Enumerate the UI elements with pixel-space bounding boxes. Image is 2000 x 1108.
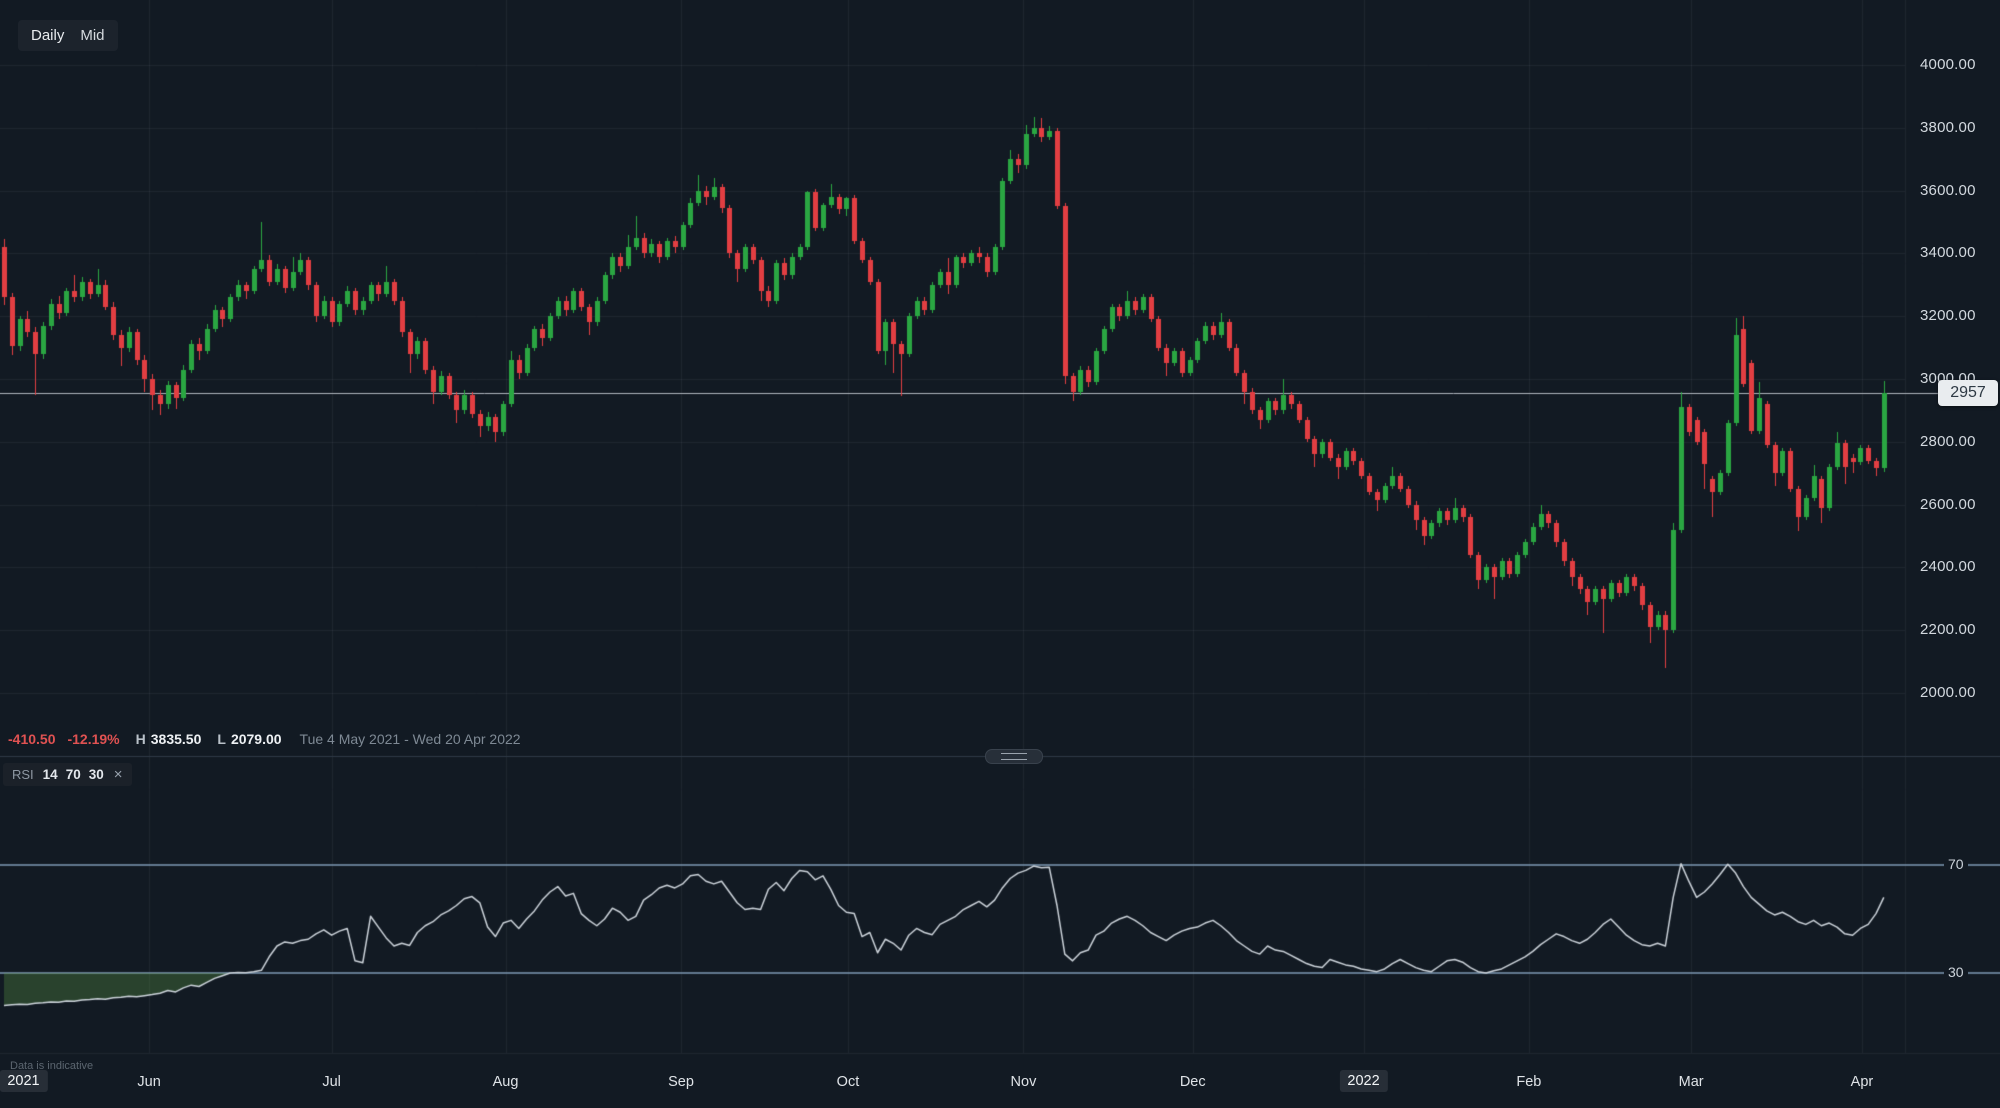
price-tick-label: 3200.00 — [1920, 307, 1976, 325]
rsi-oversold-label: 30 — [1944, 964, 1968, 980]
price-tick-label: 2000.00 — [1920, 684, 1976, 701]
rsi-param-value[interactable]: 70 — [65, 767, 81, 782]
date-range: Tue 4 May 2021 - Wed 20 Apr 2022 — [299, 731, 521, 747]
month-tick-label: Jun — [137, 1074, 161, 1090]
price-tick-label: 4000.00 — [1920, 56, 1976, 73]
grip-icon — [1001, 753, 1027, 760]
price-tick-label: 2400.00 — [1920, 558, 1976, 576]
year-tick-label: 2022 — [1339, 1070, 1388, 1092]
month-tick-label: Oct — [836, 1074, 860, 1090]
rsi-indicator-header: RSI 14 70 30 × — [3, 763, 132, 786]
low-label: L — [217, 731, 226, 747]
chart-toolbar: Daily Mid — [18, 20, 118, 51]
rsi-overbought-label: 70 — [1944, 856, 1968, 872]
price-tick-label: 3800.00 — [1920, 118, 1976, 136]
pane-resize-handle[interactable] — [985, 749, 1043, 764]
rsi-params[interactable]: 14 70 30 — [43, 767, 104, 782]
price-tick-label: 3600.00 — [1920, 181, 1976, 199]
change-value: -410.50 — [8, 731, 56, 747]
month-tick-label: Nov — [1010, 1074, 1037, 1090]
price-tick-label: 2600.00 — [1920, 495, 1976, 513]
price-tick-label: 3400.00 — [1920, 244, 1976, 262]
rsi-label[interactable]: RSI — [12, 767, 34, 782]
status-bar: -410.50 -12.19% H 3835.50 L 2079.00 Tue … — [8, 731, 521, 747]
month-tick-label: Mar — [1678, 1074, 1704, 1090]
month-tick-label: Apr — [1850, 1074, 1874, 1090]
high-label: H — [135, 731, 146, 747]
month-tick-label: Sep — [668, 1074, 694, 1090]
last-price-label: 2957 — [1938, 379, 1998, 406]
year-tick-label: 2021 — [0, 1070, 48, 1092]
change-percent: -12.19% — [67, 731, 120, 747]
month-tick-label: Dec — [1179, 1074, 1206, 1090]
price-type-button[interactable]: Mid — [80, 27, 105, 44]
low-value: 2079.00 — [230, 731, 282, 747]
month-tick-label: Jul — [322, 1074, 341, 1090]
rsi-param-value[interactable]: 30 — [88, 767, 104, 782]
interval-button[interactable]: Daily — [31, 27, 65, 44]
time-axis[interactable]: 2021 Jun Jul Aug Sep Oct Nov Dec 2022 Feb Mar Apr — [0, 1056, 2000, 1108]
month-tick-label: Aug — [492, 1074, 519, 1090]
month-tick-label: Feb — [1516, 1074, 1542, 1090]
price-tick-label: 2200.00 — [1920, 621, 1976, 639]
high-value: 3835.50 — [150, 731, 202, 747]
price-axis[interactable]: 4000.00 3800.00 3600.00 3400.00 3200.00 3000.… — [1906, 0, 2000, 756]
rsi-param-value[interactable]: 14 — [42, 767, 58, 782]
price-tick-label: 2800.00 — [1920, 432, 1976, 450]
close-icon[interactable]: × — [113, 766, 123, 783]
indicative-note: Data is indicative — [10, 1060, 94, 1072]
